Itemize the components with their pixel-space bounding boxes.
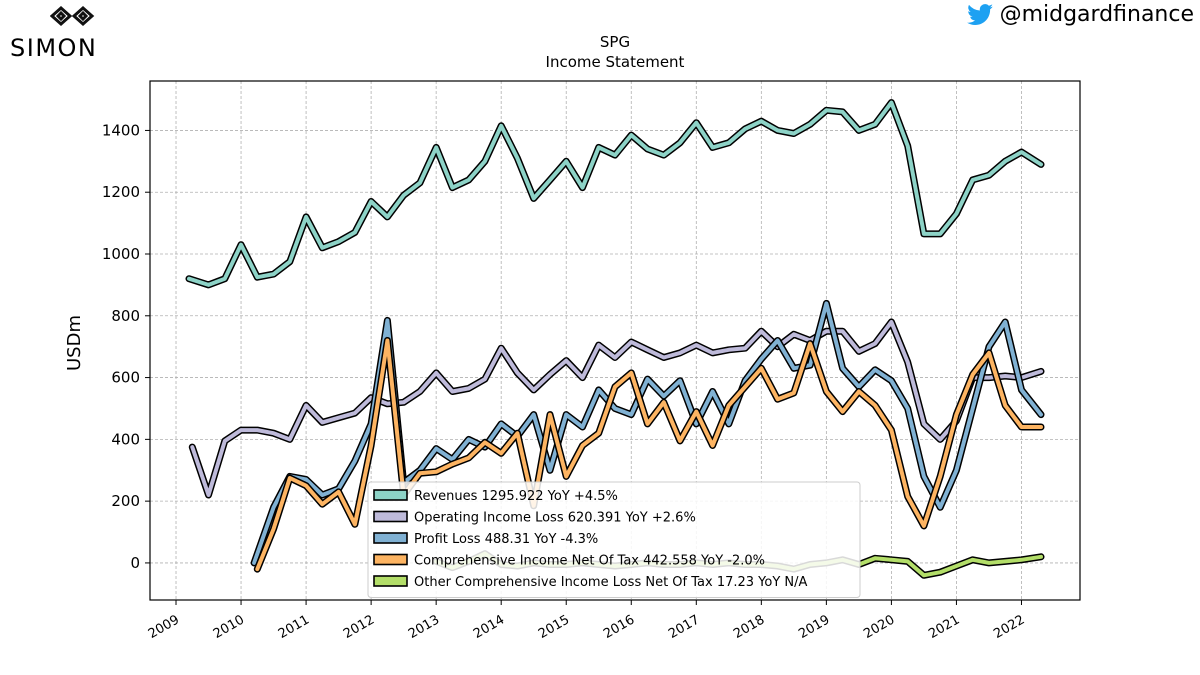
legend-swatch [373,575,408,587]
simon-logo: SIMON [10,6,130,62]
x-tick-label: 2013 [406,612,442,642]
legend-item: Comprehensive Income Net Of Tax 442.558 … [373,553,765,569]
y-tick-label: 0 [130,554,140,572]
x-tick-label: 2019 [796,612,832,642]
legend-label: Operating Income Loss 620.391 YoY +2.6% [414,511,696,526]
series-0 [185,99,1045,289]
x-tick-label: 2012 [341,612,377,642]
legend-label: Revenues 1295.922 YoY +4.5% [414,489,618,504]
legend-swatch [373,532,408,544]
legend-item: Profit Loss 488.31 YoY -4.3% [373,532,598,547]
series-line-outline [185,99,1045,289]
series-line [255,338,1043,572]
legend-label: Profit Loss 488.31 YoY -4.3% [414,532,598,547]
y-tick-label: 600 [111,369,140,387]
series-layer [185,99,1045,579]
legend-item: Revenues 1295.922 YoY +4.5% [373,489,618,504]
y-tick-label: 200 [111,492,140,510]
series-3 [253,337,1045,573]
y-tick-label: 1400 [102,121,140,139]
legend-swatch [373,510,408,523]
chart-title: SPG [600,33,630,51]
legend-swatch [373,553,408,566]
y-tick-label: 1000 [102,245,140,263]
legend-label: Other Comprehensive Income Loss Net Of T… [414,575,808,590]
x-tick-label: 2016 [601,612,637,642]
legend-swatch [373,489,408,501]
legend: Revenues 1295.922 YoY +4.5% Operating Inc… [367,481,861,598]
y-axis-label: USDm [64,315,85,371]
twitter-handle[interactable]: @midgardfinance [966,2,1194,27]
x-tick-label: 2017 [666,612,702,642]
twitter-bird-icon [966,3,993,25]
x-tick-label: 2022 [991,612,1027,642]
plot-frame [149,80,1081,601]
series-2 [250,299,1045,567]
legend-item: Other Comprehensive Income Loss Net Of T… [373,575,808,590]
y-tick-label: 800 [111,307,140,325]
y-tick-label: 400 [111,430,140,448]
series-line [190,320,1043,497]
legend-item: Operating Income Loss 620.391 YoY +2.6% [373,510,696,526]
handle-text: @midgardfinance [999,2,1194,27]
x-tick-label: 2009 [146,612,182,642]
series-line [187,100,1043,287]
series-1 [188,318,1045,499]
x-tick-label: 2021 [926,612,962,642]
legend-box [367,481,861,598]
x-tick-label: 2015 [536,612,572,642]
y-tick-label: 1200 [102,183,140,201]
x-tick-label: 2010 [211,612,247,642]
legend-label: Comprehensive Income Net Of Tax 442.558 … [414,554,765,569]
logo-text: SIMON [10,34,98,62]
series-line [252,301,1043,565]
x-tick-label: 2020 [861,612,897,642]
chart-subtitle: Income Statement [546,53,685,71]
x-tick-label: 2014 [471,612,507,642]
x-tick-label: 2018 [731,612,767,642]
x-tick-label: 2011 [276,612,312,642]
simon-logo-mark-icon [50,6,95,26]
